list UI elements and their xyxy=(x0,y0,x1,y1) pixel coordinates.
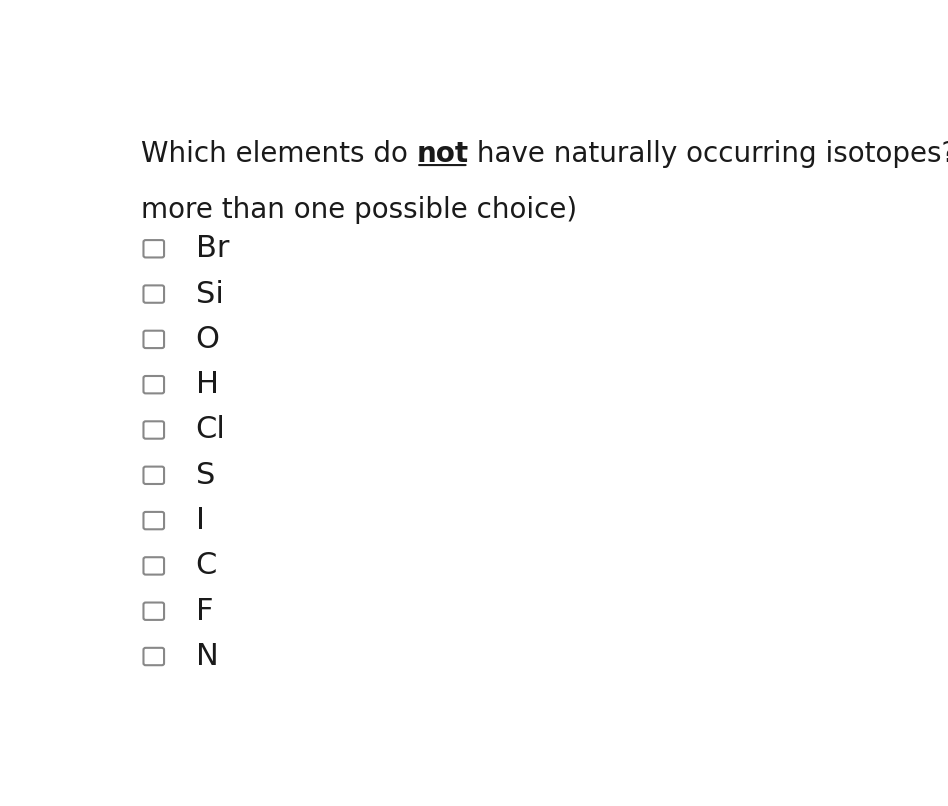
FancyBboxPatch shape xyxy=(143,285,164,303)
FancyBboxPatch shape xyxy=(143,603,164,620)
Text: Br: Br xyxy=(195,235,229,264)
Text: O: O xyxy=(195,325,220,354)
Text: Which elements do: Which elements do xyxy=(140,140,416,168)
Text: not: not xyxy=(416,140,468,168)
FancyBboxPatch shape xyxy=(143,330,164,348)
FancyBboxPatch shape xyxy=(143,648,164,665)
Text: Cl: Cl xyxy=(195,415,226,444)
Text: F: F xyxy=(195,596,213,625)
Text: I: I xyxy=(195,506,205,535)
Text: have naturally occurring isotopes? (hint:: have naturally occurring isotopes? (hint… xyxy=(468,140,948,168)
Text: C: C xyxy=(195,551,217,580)
FancyBboxPatch shape xyxy=(143,557,164,575)
FancyBboxPatch shape xyxy=(143,376,164,393)
Text: S: S xyxy=(195,461,215,490)
Text: Si: Si xyxy=(195,280,224,309)
Text: more than one possible choice): more than one possible choice) xyxy=(140,196,576,224)
Text: H: H xyxy=(195,370,219,399)
FancyBboxPatch shape xyxy=(143,467,164,484)
FancyBboxPatch shape xyxy=(143,240,164,257)
Text: N: N xyxy=(195,642,218,671)
FancyBboxPatch shape xyxy=(143,512,164,530)
FancyBboxPatch shape xyxy=(143,422,164,438)
